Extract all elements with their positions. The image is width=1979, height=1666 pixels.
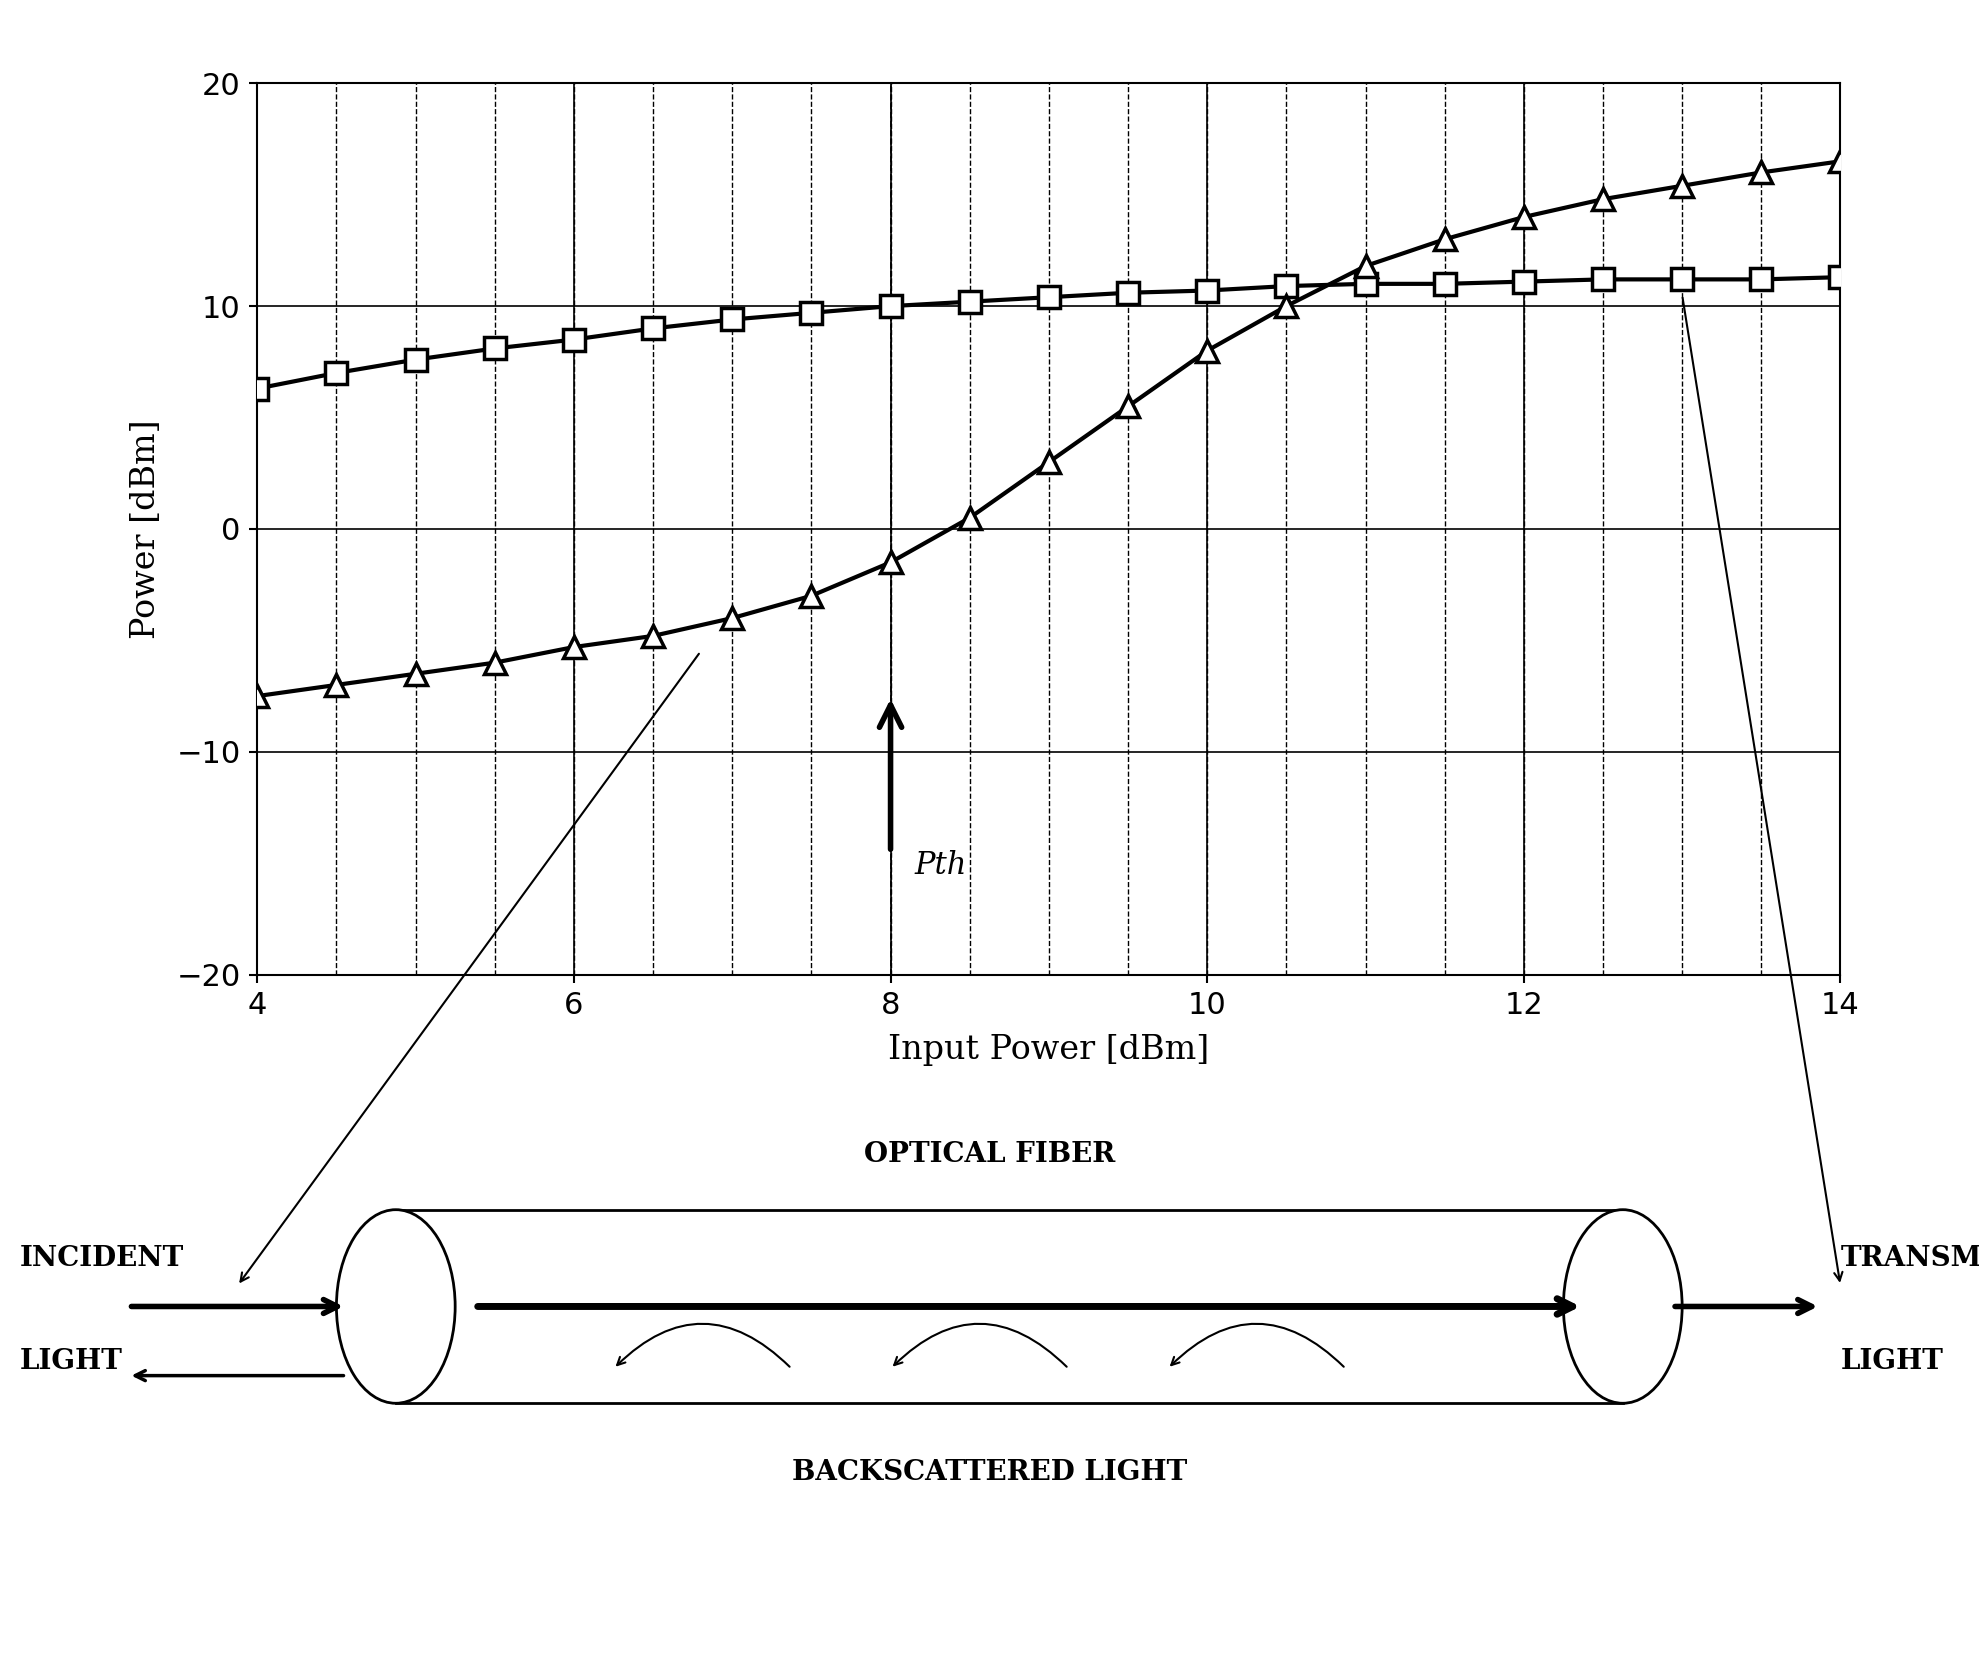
- Text: LIGHT: LIGHT: [1840, 1348, 1943, 1374]
- Ellipse shape: [1563, 1210, 1682, 1403]
- Text: OPTICAL FIBER: OPTICAL FIBER: [865, 1141, 1114, 1168]
- Text: BACKSCATTERED LIGHT: BACKSCATTERED LIGHT: [792, 1459, 1187, 1486]
- Text: Pth: Pth: [914, 850, 966, 881]
- Ellipse shape: [336, 1210, 455, 1403]
- Text: INCIDENT: INCIDENT: [20, 1245, 184, 1271]
- Text: LIGHT: LIGHT: [20, 1348, 123, 1374]
- X-axis label: Input Power [dBm]: Input Power [dBm]: [889, 1035, 1209, 1066]
- Y-axis label: Power [dBm]: Power [dBm]: [131, 420, 162, 638]
- Text: TRANSMITTED: TRANSMITTED: [1840, 1245, 1979, 1271]
